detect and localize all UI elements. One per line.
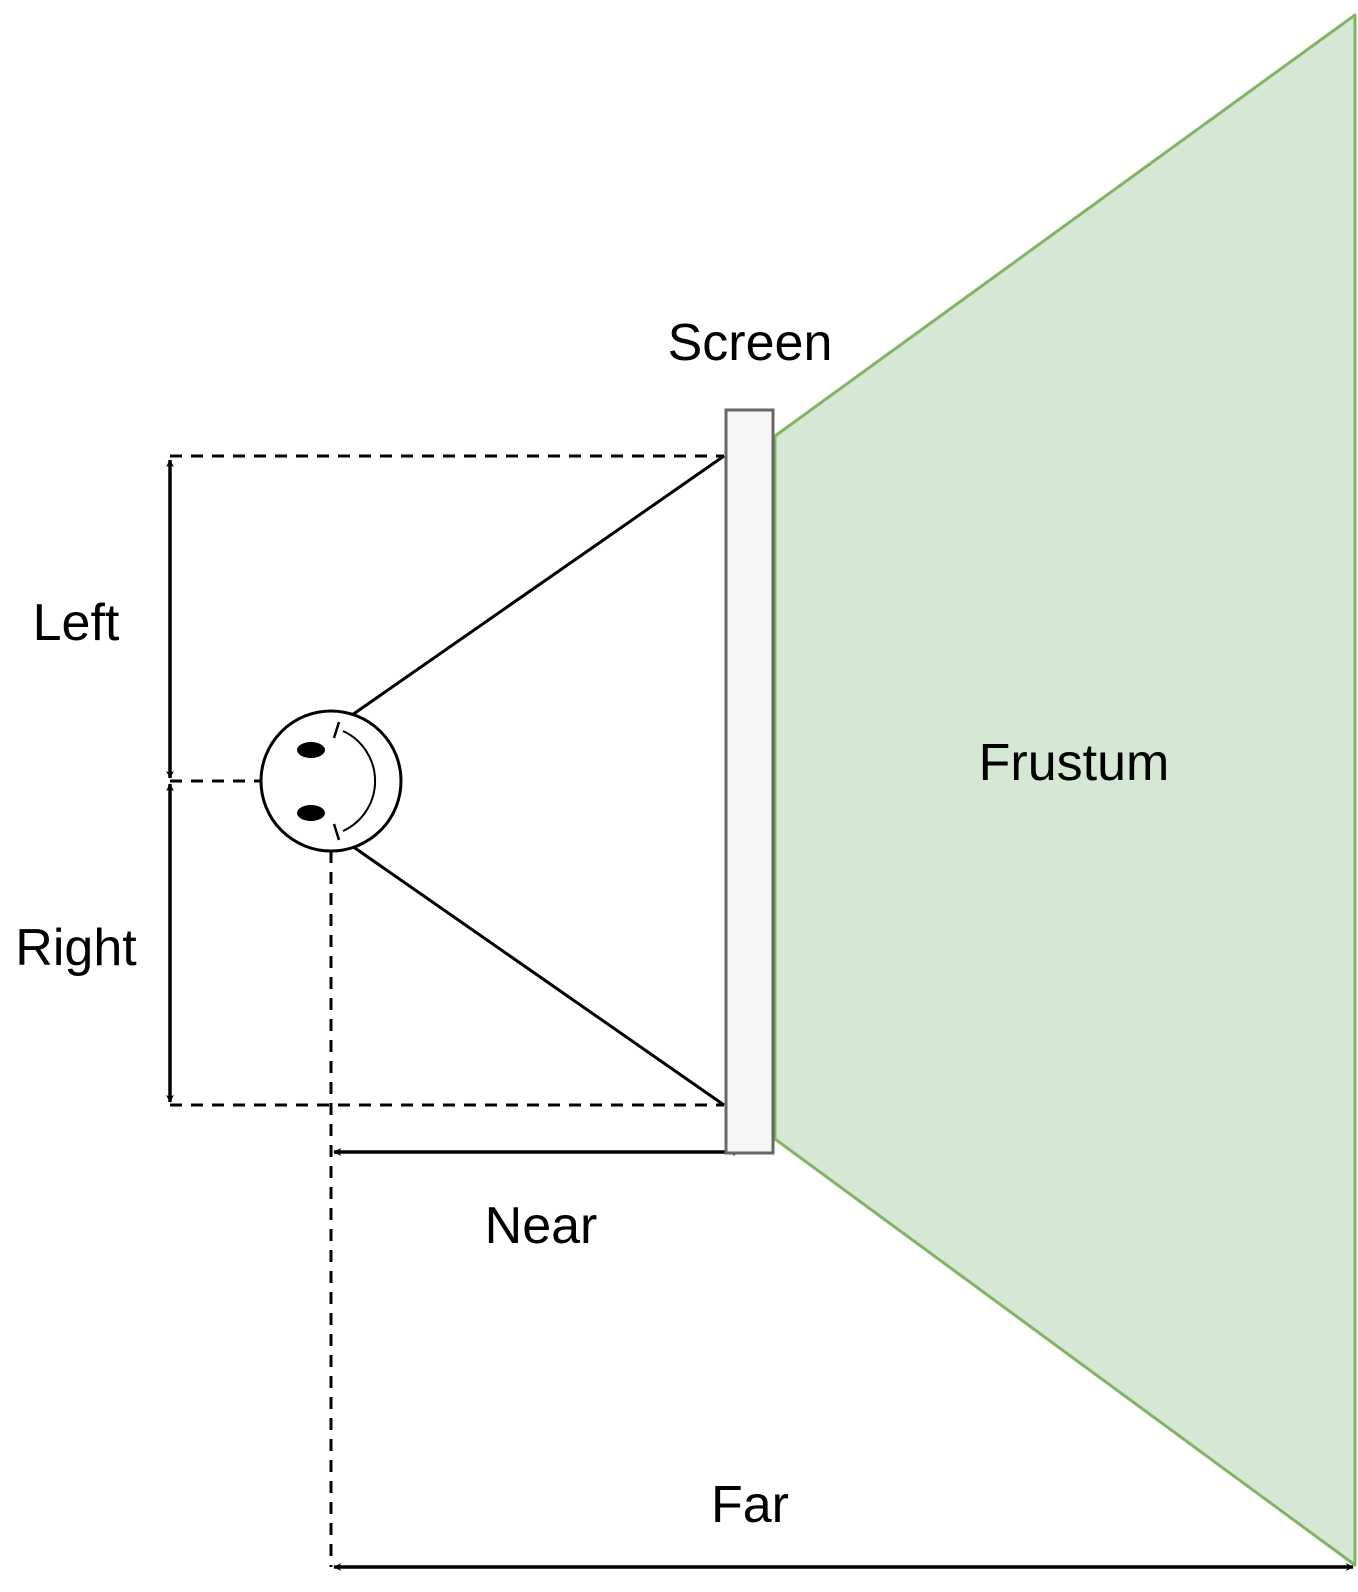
- frustum-label: Frustum: [979, 734, 1170, 792]
- right-label: Right: [15, 919, 137, 977]
- screen-label: Screen: [668, 314, 833, 372]
- far-label: Far: [711, 1476, 789, 1534]
- screen-rect: [724, 408, 775, 1155]
- frustum-shape: [773, 13, 1357, 1567]
- view-line-bottom: [351, 844, 725, 1107]
- smiley-face-icon: [259, 709, 403, 853]
- view-line-top: [351, 454, 725, 717]
- near-label: Near: [485, 1197, 598, 1255]
- left-label: Left: [33, 594, 120, 652]
